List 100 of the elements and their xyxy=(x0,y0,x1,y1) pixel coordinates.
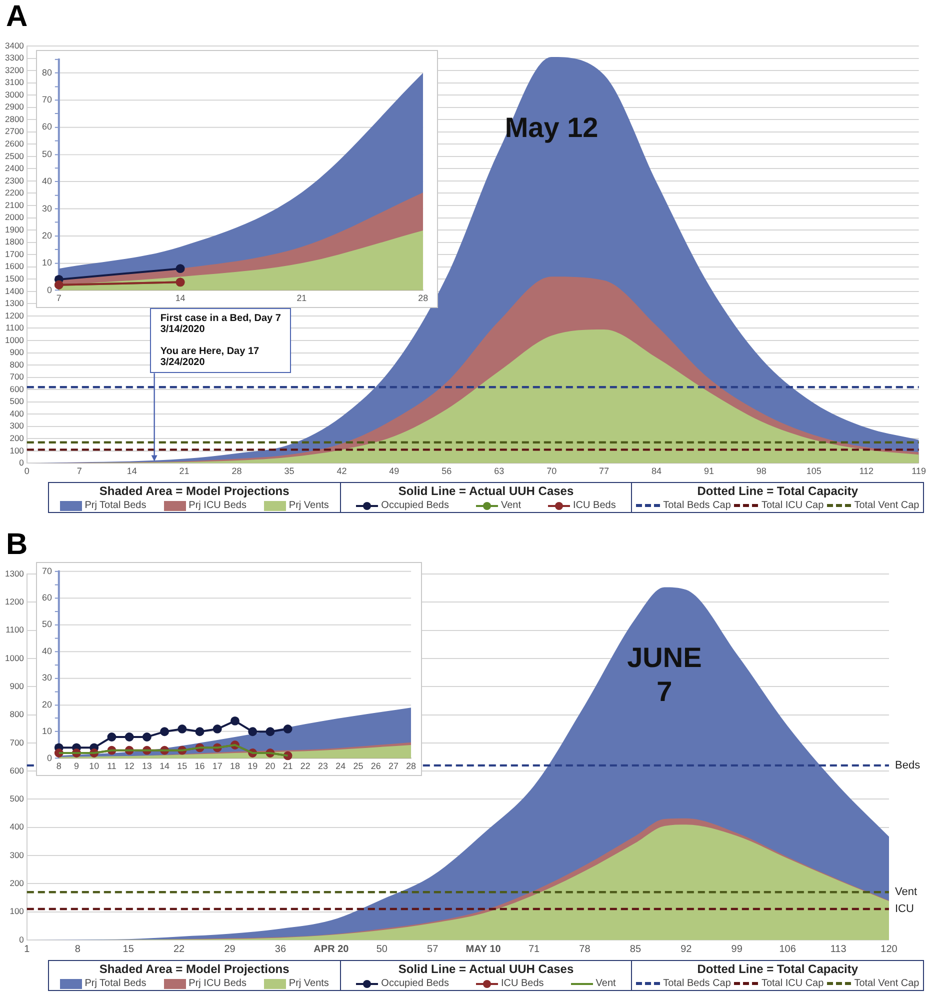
x-tick-label: 16 xyxy=(194,761,205,772)
x-tick-label: 71 xyxy=(528,944,540,955)
x-tick-label: 14 xyxy=(126,466,137,476)
annotation: Vent xyxy=(895,886,918,898)
chart-title: B xyxy=(5,528,29,563)
y-tick-label: 900 xyxy=(10,347,24,358)
x-tick-label: 91 xyxy=(704,466,714,476)
x-tick-label: 13 xyxy=(142,761,152,772)
x-tick-label: 7 xyxy=(76,466,82,476)
text: Dotted Line = Total Capacity xyxy=(696,484,860,498)
y-tick-label: 700 xyxy=(10,737,24,748)
legend-label: Prj Total Beds xyxy=(84,500,146,511)
y-tick-label: 0 xyxy=(19,458,24,468)
y-tick-label: 2100 xyxy=(4,200,24,210)
legend-label: Occupied Beds xyxy=(381,978,449,989)
point xyxy=(266,727,275,736)
point xyxy=(212,724,222,734)
y-tick-label: 2700 xyxy=(4,126,24,136)
x-tick-label: 105 xyxy=(806,466,822,476)
x-tick-label: 92 xyxy=(680,944,692,955)
x-tick-label: APR 20 xyxy=(314,944,350,955)
x-tick-label: 24 xyxy=(336,761,346,772)
x-tick-label: 20 xyxy=(265,761,276,772)
y-tick-label: 20 xyxy=(42,699,52,710)
y-tick-label: 300 xyxy=(10,850,24,860)
text: Shaded Area = Model Projections xyxy=(98,484,290,498)
y-tick-label: 50 xyxy=(42,148,52,159)
y-tick-label: 500 xyxy=(10,396,24,406)
y-tick-label: 700 xyxy=(10,372,24,382)
y-tick-label: 2000 xyxy=(4,212,24,222)
y-tick-label: 200 xyxy=(10,433,24,444)
y-tick-label: 40 xyxy=(42,176,52,186)
y-tick-label: 500 xyxy=(10,794,24,804)
y-tick-label: 1300 xyxy=(4,568,24,578)
x-tick-label: 36 xyxy=(274,944,286,955)
x-tick-label: 26 xyxy=(370,761,381,772)
y-tick-label: 10 xyxy=(42,258,52,268)
x-tick-label: 113 xyxy=(830,944,847,955)
legend-label: Total ICU Cap xyxy=(761,500,824,511)
y-tick-label: 3400 xyxy=(4,40,24,50)
text: Solid Line = Actual UUH Cases xyxy=(397,484,575,498)
y-tick-label: 60 xyxy=(42,592,52,602)
x-tick-label: 28 xyxy=(406,761,416,772)
x-tick-label: 119 xyxy=(912,466,926,476)
y-tick-label: 0 xyxy=(19,934,24,944)
y-tick-label: 1000 xyxy=(4,652,24,663)
y-tick-label: 3200 xyxy=(4,64,24,75)
x-tick-label: 15 xyxy=(122,944,134,955)
point xyxy=(124,732,134,742)
chart-title: A xyxy=(5,0,29,35)
x-tick-label: 56 xyxy=(442,466,452,476)
y-tick-label: 2300 xyxy=(4,175,24,186)
y-tick-label: 40 xyxy=(42,646,52,656)
y-tick-label: 70 xyxy=(42,94,52,105)
y-tick-label: 80 xyxy=(42,67,52,78)
x-tick-label: 18 xyxy=(230,761,240,772)
y-tick-label: 2900 xyxy=(4,102,24,112)
annotation: JUNE 7 xyxy=(627,642,702,707)
legend-label: Total Beds Cap xyxy=(663,500,731,511)
legend-label: Vent xyxy=(501,500,522,511)
x-tick-label: 22 xyxy=(300,761,310,772)
legend-label: Prj Vents xyxy=(288,978,329,989)
legend-label: Prj ICU Beds xyxy=(188,978,246,989)
y-tick-label: 600 xyxy=(10,384,24,394)
x-tick-label: 84 xyxy=(651,466,662,476)
x-tick-label: 17 xyxy=(212,761,222,772)
x-tick-label: 9 xyxy=(74,761,80,772)
annotation: ICU xyxy=(895,903,914,916)
x-tick-label: 112 xyxy=(859,466,874,476)
x-tick-label: 23 xyxy=(318,761,328,772)
point xyxy=(176,264,185,274)
x-tick-label: 11 xyxy=(107,761,116,772)
x-tick-label: 63 xyxy=(494,466,504,476)
point xyxy=(178,724,187,734)
y-tick-label: 2200 xyxy=(4,188,24,198)
x-tick-label: 77 xyxy=(599,466,610,476)
legend-label: Total ICU Cap xyxy=(761,978,824,989)
y-tick-label: 800 xyxy=(10,359,24,370)
x-tick-label: 14 xyxy=(175,293,186,304)
y-tick-label: 1300 xyxy=(4,298,24,308)
legend-label: ICU Beds xyxy=(573,500,616,511)
x-tick-label: 14 xyxy=(160,761,170,772)
y-tick-label: 100 xyxy=(10,445,24,456)
x-tick-label: 27 xyxy=(388,761,398,772)
y-tick-label: 200 xyxy=(10,878,24,888)
point xyxy=(142,732,152,742)
y-tick-label: 2400 xyxy=(4,163,24,174)
y-tick-label: 400 xyxy=(10,408,24,418)
legend-label: Total Vent Cap xyxy=(854,978,920,989)
y-tick-label: 1400 xyxy=(4,286,24,296)
x-tick-label: 15 xyxy=(177,761,188,772)
point xyxy=(160,727,170,736)
y-tick-label: 1700 xyxy=(4,248,24,259)
x-tick-label: 10 xyxy=(89,761,100,772)
text: Solid Line = Actual UUH Cases xyxy=(397,962,575,976)
legend-label: Vent xyxy=(596,978,616,989)
legend-label: Prj ICU Beds xyxy=(188,500,246,511)
y-tick-label: 30 xyxy=(42,672,52,683)
x-tick-label: 8 xyxy=(74,944,81,955)
x-tick-label: 28 xyxy=(418,293,428,304)
